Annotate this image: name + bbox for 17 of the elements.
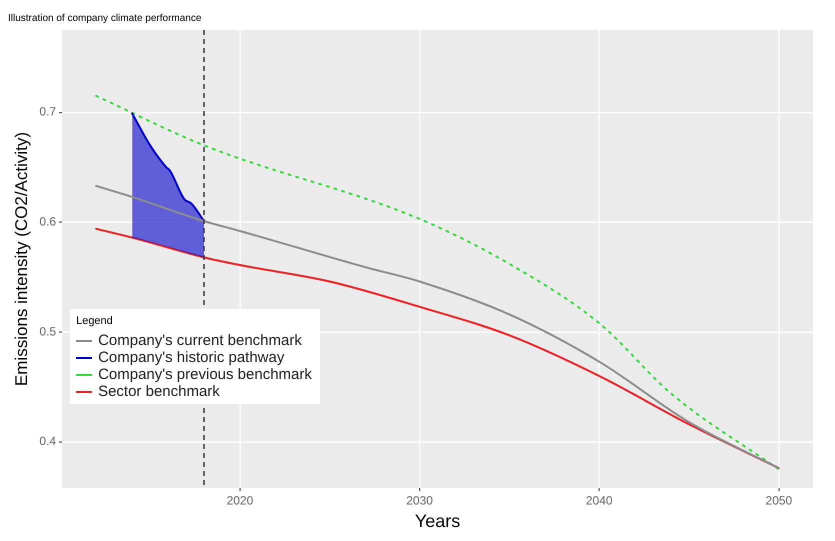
line-series <box>131 112 205 222</box>
x-axis-title: Years <box>414 511 460 532</box>
y-axis-title: Emissions intensity (CO2/Activity) <box>12 132 31 386</box>
x-tick-label: 2020 <box>226 494 254 508</box>
legend-label: Company's current benchmark <box>98 332 302 350</box>
x-tick-label: 2040 <box>586 494 613 508</box>
x-tick-label: 2050 <box>766 494 793 508</box>
legend-label: Company's previous benchmark <box>98 366 312 384</box>
legend-label: Company's historic pathway <box>98 349 284 366</box>
y-tick-label: 0.7 <box>39 104 56 119</box>
legend-title: Legend <box>76 314 114 330</box>
chart-title: Illustration of company climate performance <box>8 12 202 24</box>
y-tick-label: 0.5 <box>39 324 56 338</box>
y-tick-label: 0.4 <box>39 434 56 448</box>
x-tick-label: 2030 <box>406 494 434 508</box>
y-tick-label: 0.6 <box>39 214 56 229</box>
legend-label: Sector benchmark <box>98 383 220 400</box>
